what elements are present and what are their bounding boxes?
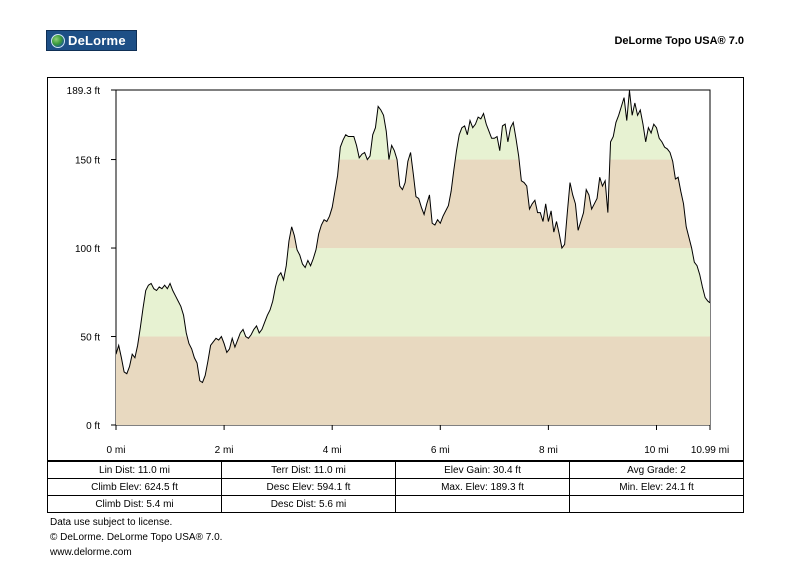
- website-link: www.delorme.com: [50, 547, 132, 558]
- stats-cell: Elev Gain: 30.4 ft: [395, 461, 570, 479]
- x-tick-label: 10.99 mi: [691, 445, 729, 456]
- elevation-band: [116, 336, 710, 425]
- elevation-profile-chart: 0 ft 50 ft 100 ft 150 ft 189.3 ft 0 mi 2 mi 4 m…: [67, 86, 730, 456]
- stats-cell: [569, 495, 744, 513]
- x-tick-label: 2 mi: [215, 445, 234, 456]
- footer: Data use subject to license. © DeLorme. …: [50, 515, 222, 560]
- x-tick-label: 6 mi: [431, 445, 450, 456]
- stats-cell: Avg Grade: 2: [569, 461, 744, 479]
- stats-cell: [395, 495, 570, 513]
- logo-text: DeLorme: [68, 33, 126, 48]
- stats-cell: Max. Elev: 189.3 ft: [395, 478, 570, 496]
- y-tick-label: 50 ft: [81, 333, 101, 344]
- delorme-logo: DeLorme: [46, 30, 137, 51]
- stats-cell: Desc Dist: 5.6 mi: [221, 495, 396, 513]
- license-note: Data use subject to license.: [50, 517, 173, 528]
- stats-table: Lin Dist: 11.0 mi Terr Dist: 11.0 mi Elev …: [47, 461, 744, 513]
- y-tick-label: 150 ft: [75, 156, 100, 167]
- product-title: DeLorme Topo USA® 7.0: [614, 35, 744, 47]
- x-tick-label: 10 mi: [644, 445, 668, 456]
- copyright-note: © DeLorme. DeLorme Topo USA® 7.0.: [50, 532, 223, 543]
- stats-cell: Climb Dist: 5.4 mi: [47, 495, 222, 513]
- elevation-profile-line: [115, 90, 711, 384]
- x-tick-label: 8 mi: [539, 445, 558, 456]
- stats-row: Lin Dist: 11.0 mi Terr Dist: 11.0 mi Elev …: [47, 461, 744, 479]
- globe-icon: [51, 33, 65, 48]
- stats-cell: Min. Elev: 24.1 ft: [569, 478, 744, 496]
- stats-cell: Terr Dist: 11.0 mi: [221, 461, 396, 479]
- stats-cell: Desc Elev: 594.1 ft: [221, 478, 396, 496]
- stats-cell: Lin Dist: 11.0 mi: [47, 461, 222, 479]
- chart-frame: 0 ft 50 ft 100 ft 150 ft 189.3 ft 0 mi 2 mi 4 m…: [47, 77, 744, 461]
- stats-cell: Climb Elev: 624.5 ft: [47, 478, 222, 496]
- y-tick-label: 0 ft: [86, 421, 100, 432]
- x-tick-label: 0 mi: [107, 445, 126, 456]
- x-tick-label: 4 mi: [323, 445, 342, 456]
- stats-row: Climb Elev: 624.5 ft Desc Elev: 594.1 ft M…: [47, 478, 744, 496]
- y-tick-label: 100 ft: [75, 244, 100, 255]
- stats-row: Climb Dist: 5.4 mi Desc Dist: 5.6 mi: [47, 495, 744, 513]
- y-tick-label: 189.3 ft: [67, 86, 101, 97]
